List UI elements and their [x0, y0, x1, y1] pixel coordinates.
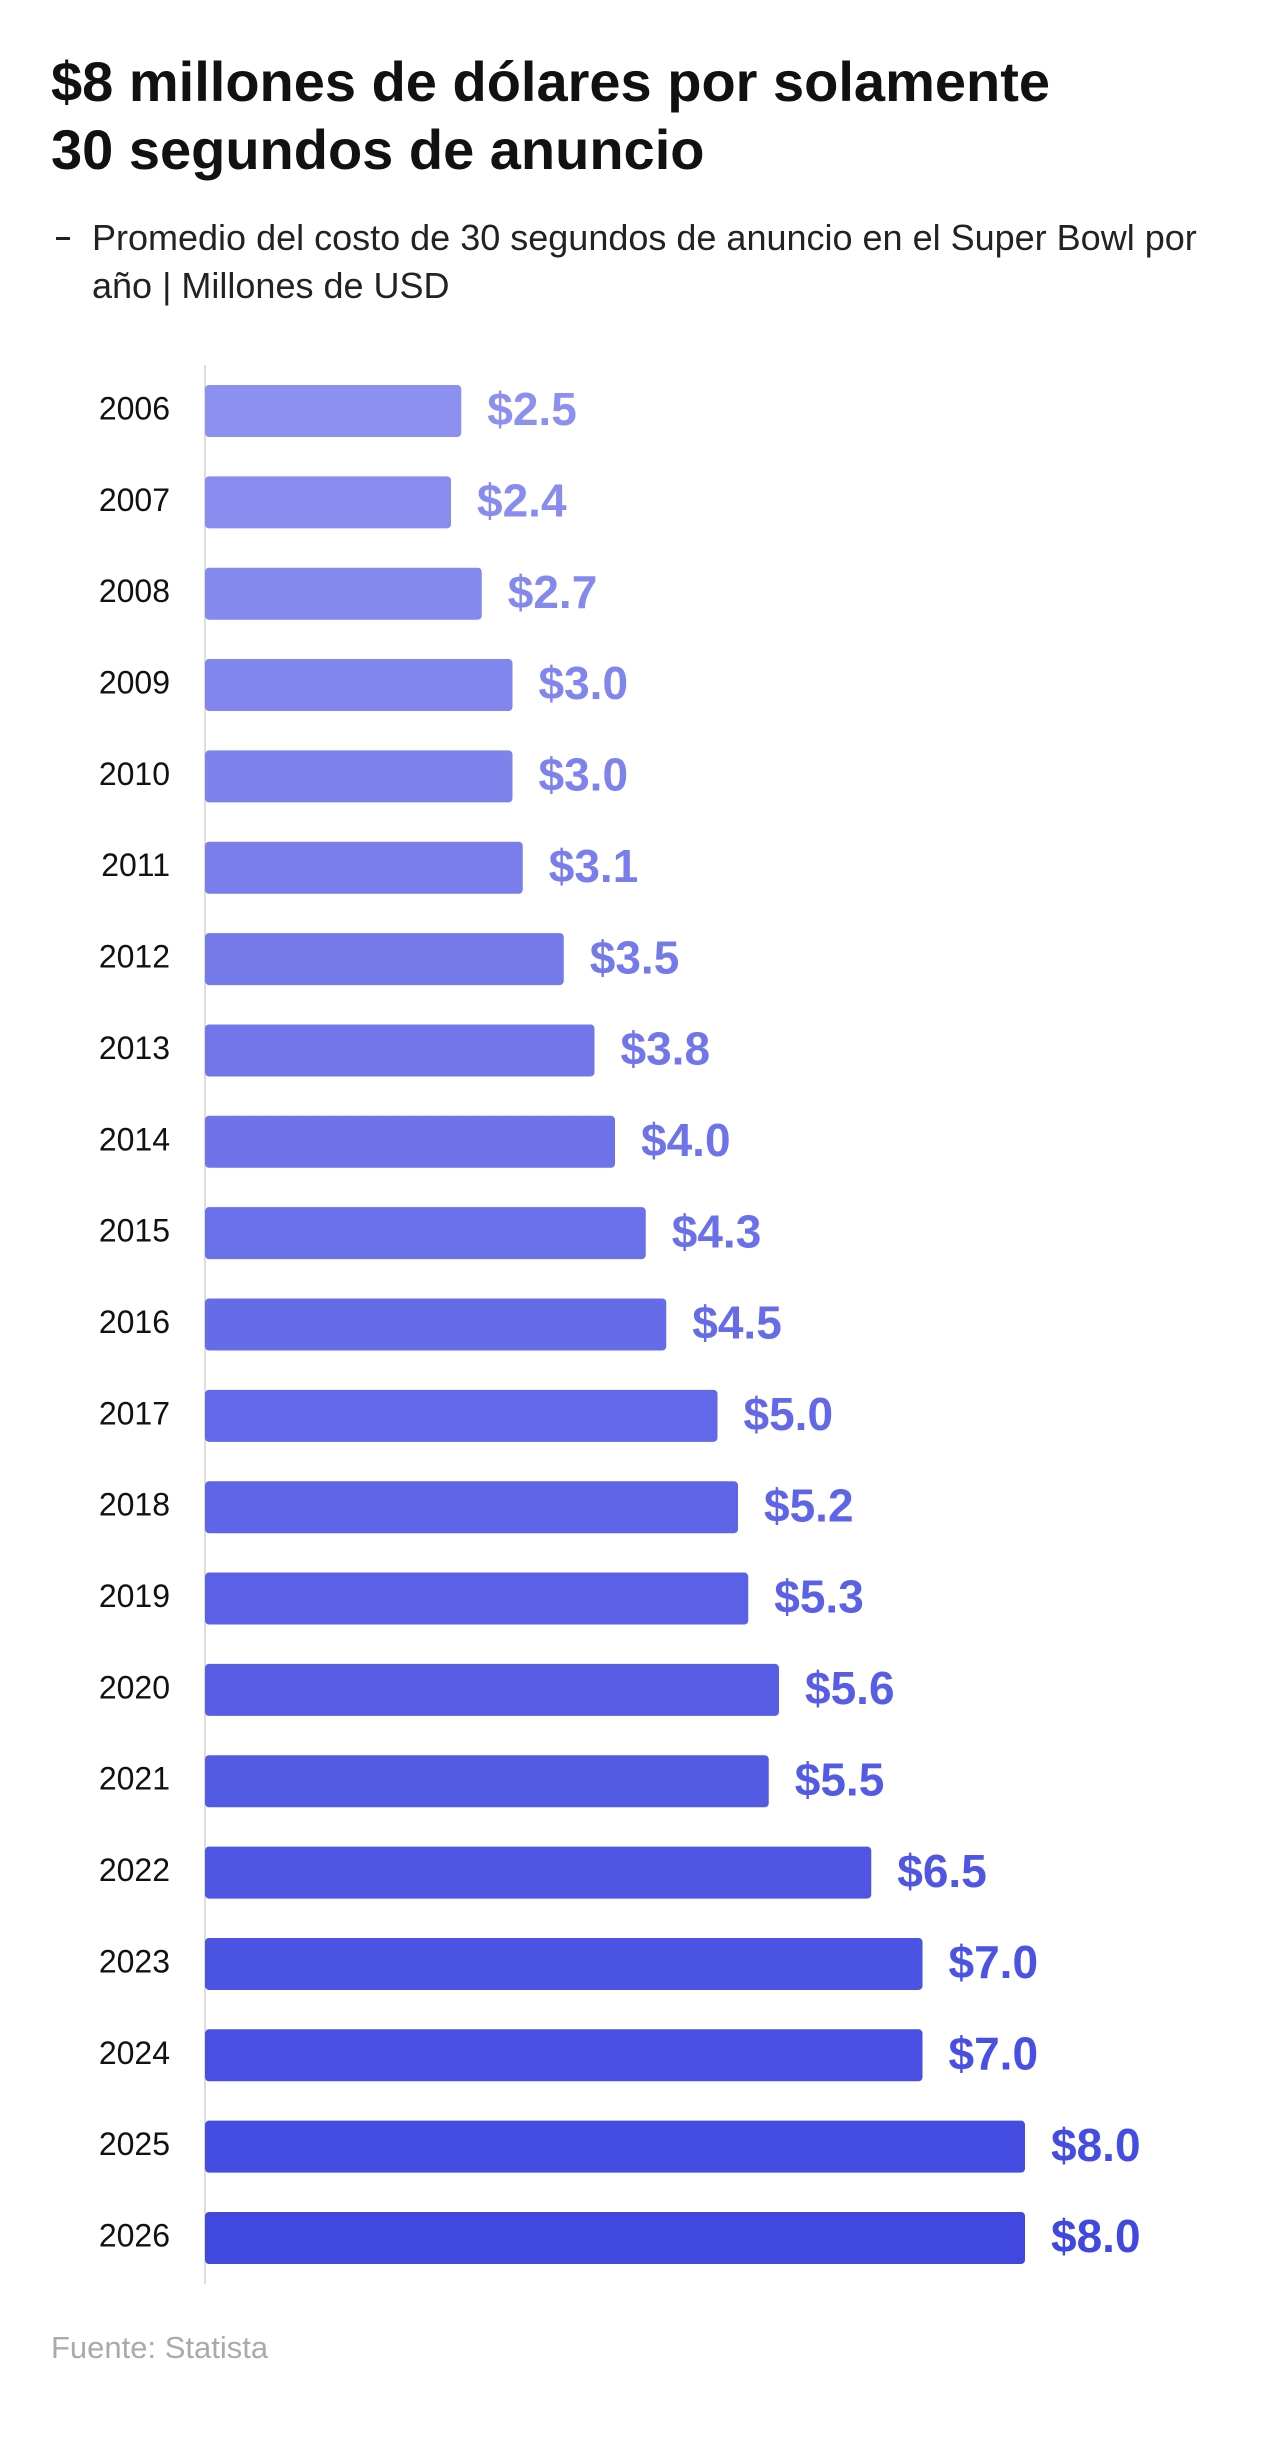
y-tick-label: 2026	[99, 2217, 170, 2253]
value-label: $3.1	[549, 840, 639, 892]
value-label: $4.5	[692, 1297, 782, 1349]
bar	[205, 567, 482, 620]
y-tick-label: 2018	[99, 1487, 170, 1523]
y-tick-label: 2015	[99, 1213, 170, 1249]
bar	[205, 385, 462, 437]
y-tick-label: 2009	[99, 665, 170, 701]
source: Fuente: Statista	[51, 2330, 269, 2365]
bar	[205, 1663, 779, 1716]
value-label: $3.8	[621, 1023, 711, 1075]
value-label: $5.3	[774, 1571, 864, 1623]
y-tick-label: 2007	[99, 482, 170, 518]
value-label: $2.4	[477, 475, 567, 527]
title-line: 30 segundos de anuncio	[51, 118, 705, 181]
bar	[205, 1298, 667, 1351]
value-label: $7.0	[949, 2027, 1039, 2079]
y-tick-label: 2022	[99, 1852, 170, 1888]
value-label: $5.6	[805, 1662, 895, 1714]
value-label: $3.0	[539, 749, 629, 801]
y-tick-label: 2014	[99, 1121, 170, 1157]
bar	[205, 659, 513, 712]
y-tick-label: 2008	[99, 573, 170, 609]
y-tick-label: 2020	[99, 1669, 170, 1705]
value-label: $4.0	[641, 1114, 731, 1166]
y-tick-label: 2025	[99, 2126, 170, 2162]
value-label: $5.5	[795, 1753, 885, 1805]
value-label: $6.5	[897, 1845, 987, 1897]
bar	[205, 841, 523, 894]
y-tick-label: 2013	[99, 1030, 170, 1066]
value-label: $7.0	[949, 1936, 1039, 1988]
y-tick-label: 2021	[99, 1761, 170, 1797]
y-tick-label: 2011	[101, 847, 170, 883]
y-tick-label: 2012	[99, 939, 170, 975]
chart-subtitle: Promedio del costo de 30 segundos de anu…	[92, 217, 1197, 306]
value-label: $8.0	[1051, 2210, 1141, 2262]
bar	[205, 2212, 1025, 2264]
bar	[205, 2029, 923, 2082]
value-label: $3.5	[590, 931, 680, 983]
bar	[205, 933, 564, 986]
y-tick-label: 2016	[99, 1304, 170, 1340]
value-label: $2.7	[508, 566, 598, 618]
chart-title: $8 millones de dólares por solamente 30 …	[51, 48, 1050, 184]
value-label: $8.0	[1051, 2119, 1141, 2171]
bar	[205, 1572, 749, 1625]
bar	[205, 1024, 595, 1077]
bar	[205, 1207, 646, 1260]
y-tick-label: 2017	[99, 1395, 170, 1431]
chart: 2006 $2.5 2007 $2.4 2008 $2.7 2009 $3.0 2010 $3.0…	[99, 365, 1141, 2284]
bar	[205, 1115, 615, 1168]
value-label: $5.2	[764, 1479, 854, 1531]
value-label: $4.3	[672, 1205, 762, 1257]
bar	[205, 1755, 769, 1808]
bar	[205, 1389, 718, 1442]
bar	[205, 1846, 872, 1899]
y-tick-label: 2019	[99, 1578, 170, 1614]
bar	[205, 476, 451, 529]
bar	[205, 750, 513, 803]
y-tick-label: 2006	[99, 390, 170, 426]
value-label: $2.5	[487, 383, 577, 435]
y-tick-label: 2010	[99, 756, 170, 792]
bar	[205, 1481, 738, 1534]
y-tick-label: 2024	[99, 2035, 170, 2071]
value-label: $5.0	[744, 1388, 834, 1440]
y-tick-label: 2023	[99, 1943, 170, 1979]
bar	[205, 1937, 923, 1990]
bar	[205, 2120, 1025, 2173]
value-label: $3.0	[539, 657, 629, 709]
title-line: $8 millones de dólares por solamente	[51, 50, 1051, 113]
subtitle-marker	[56, 237, 70, 240]
